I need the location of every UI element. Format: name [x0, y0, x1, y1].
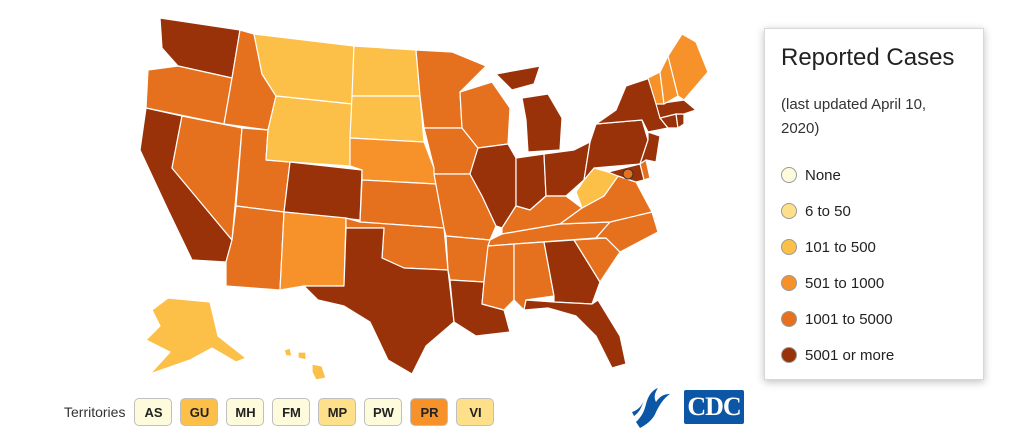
state-co[interactable] — [283, 161, 363, 221]
state-wv[interactable] — [575, 167, 619, 209]
legend-swatch — [781, 239, 797, 255]
legend-swatch — [781, 311, 797, 327]
territory-button-fm[interactable]: FM — [272, 398, 311, 426]
legend-item-label: 501 to 1000 — [805, 274, 885, 292]
territory-button-as[interactable]: AS — [134, 398, 173, 426]
state-nm[interactable] — [279, 211, 347, 291]
state-me[interactable] — [667, 33, 709, 101]
territory-button-pr[interactable]: PR — [410, 398, 449, 426]
state-az[interactable] — [225, 205, 285, 291]
cdc-logo-text: CDC — [687, 392, 741, 421]
state-nd[interactable] — [351, 45, 421, 97]
state-ne[interactable] — [349, 137, 437, 185]
legend-list: None 6 to 50 101 to 500 501 to 1000 1001 to … — [781, 157, 967, 373]
territory-button-mp[interactable]: MP — [318, 398, 357, 426]
state-mi[interactable] — [495, 65, 563, 153]
territories-buttons: AS GU MH FM MP PW PR VI — [134, 398, 502, 426]
state-ak[interactable] — [145, 297, 247, 375]
legend-swatch — [781, 167, 797, 183]
territories-label: Territories — [64, 404, 126, 420]
legend-item: 101 to 500 — [781, 229, 967, 265]
territory-button-vi[interactable]: VI — [456, 398, 495, 426]
legend-item-label: 5001 or more — [805, 346, 895, 364]
territories-bar: Territories AS GU MH FM MP PW PR VI — [64, 398, 502, 426]
legend-item: 5001 or more — [781, 337, 967, 373]
legend-item: 6 to 50 — [781, 193, 967, 229]
state-ar[interactable] — [445, 235, 491, 283]
legend-item-label: 101 to 500 — [805, 238, 876, 256]
logos: CDC — [626, 382, 744, 432]
legend-subtitle: (last updated April 10, 2020) — [781, 96, 927, 137]
state-ri[interactable] — [675, 113, 685, 129]
legend-panel: Reported Cases (last updated April 10, 2… — [764, 28, 984, 380]
legend-item-label: 6 to 50 — [805, 202, 851, 220]
us-map — [139, 17, 709, 381]
state-dc[interactable] — [622, 168, 634, 180]
cdc-logo: CDC — [684, 390, 744, 424]
legend-item: 501 to 1000 — [781, 265, 967, 301]
territory-button-mh[interactable]: MH — [226, 398, 265, 426]
state-tx[interactable] — [303, 227, 455, 375]
territory-button-gu[interactable]: GU — [180, 398, 219, 426]
state-hi[interactable] — [283, 347, 327, 381]
legend-swatch — [781, 347, 797, 363]
legend-item: None — [781, 157, 967, 193]
state-sd[interactable] — [349, 95, 425, 143]
hhs-eagle-icon — [632, 388, 670, 428]
state-wy[interactable] — [265, 95, 353, 167]
territory-button-pw[interactable]: PW — [364, 398, 403, 426]
legend-title: Reported Cases — [781, 44, 955, 71]
legend-swatch — [781, 203, 797, 219]
legend-item-label: 1001 to 5000 — [805, 310, 893, 328]
state-ks[interactable] — [359, 179, 445, 229]
state-ms[interactable] — [481, 243, 515, 311]
us-choropleth-map — [139, 17, 709, 381]
legend-item-label: None — [805, 166, 841, 184]
legend-swatch — [781, 275, 797, 291]
legend-item: 1001 to 5000 — [781, 301, 967, 337]
state-fl[interactable] — [523, 299, 627, 369]
